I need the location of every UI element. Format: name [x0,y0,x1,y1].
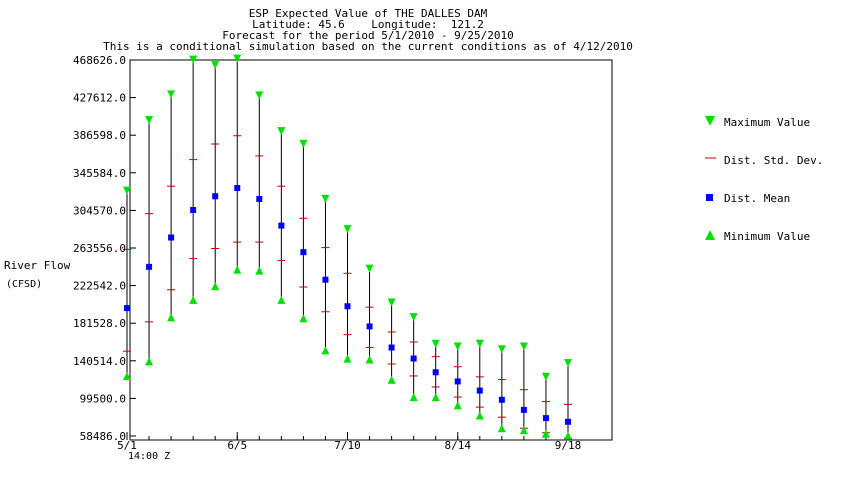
min-point [564,431,572,440]
mean-point [520,406,527,413]
max-point [519,342,528,351]
legend-max-label: Maximum Value [724,116,810,129]
mean-point [190,207,197,214]
y-tick-label: 386598.0 [73,129,126,142]
chart-period: Forecast for the period 5/1/2010 - 9/25/… [222,29,513,42]
min-point [497,424,506,433]
max-point [343,225,352,234]
min-point [277,295,286,304]
mean-point [168,234,175,241]
min-point [299,314,308,323]
y-tick-label: 99500.0 [80,392,126,405]
max-point [387,298,396,307]
max-point [475,339,484,348]
chart-coords: Latitude: 45.6 Longitude: 121.2 [252,18,484,31]
min-point [167,313,176,322]
legend-mean-label: Dist. Mean [724,192,790,205]
plot-area [129,59,613,441]
max-point [321,194,330,203]
mean-point [278,222,285,229]
mean-point [366,323,373,330]
min-point [123,372,131,381]
min-point [233,265,242,274]
min-point [519,426,528,435]
mean-point [322,276,329,283]
x-tick-label: 8/14 [445,439,472,452]
min-point [475,411,484,420]
chart-title: ESP Expected Value of THE DALLES DAM [249,7,488,20]
chart-note: This is a conditional simulation based o… [103,40,633,53]
mean-point [498,396,505,403]
mean-point [300,249,307,256]
legend-min-marker [705,230,715,240]
min-point [365,355,374,364]
max-point [409,313,418,322]
min-point [343,354,352,363]
legend: Maximum Value Dist. Std. Dev. Dist. Mean… [705,116,823,243]
x-tick-label: 6/5 [227,439,247,452]
chart-marks [123,54,572,440]
min-point [321,346,330,355]
mean-point [124,305,130,312]
min-point [211,282,220,291]
max-point [431,339,440,348]
min-point [255,266,264,275]
mean-point [542,415,549,422]
y-axis-label: River Flow [4,259,71,272]
x-tick-label: 5/1 [117,439,137,452]
min-point [387,375,396,384]
min-point [409,393,418,402]
max-point [453,342,462,351]
max-point [497,345,506,354]
mean-point [146,263,153,270]
min-point [541,429,550,438]
y-tick-label: 58486.0 [80,430,126,443]
mean-point [388,344,395,351]
x-axis-note: 14:00 Z [128,451,170,462]
mean-point [234,185,241,192]
y-tick-label: 263556.0 [73,242,126,255]
mean-point [565,418,571,425]
max-point [255,91,264,100]
max-point [365,264,374,273]
max-point [277,127,286,136]
legend-mean-marker [706,194,713,201]
x-tick-label: 9/18 [555,439,582,452]
legend-max-marker [705,116,715,126]
max-point [233,54,242,63]
legend-min-label: Minimum Value [724,230,810,243]
x-axis-ticks: 5/1 6/5 7/10 8/14 9/18 [117,432,581,452]
y-tick-label: 427612.0 [73,92,126,105]
max-point [189,55,198,64]
max-point [299,139,308,148]
mean-point [476,387,483,394]
mean-point [256,196,263,203]
max-point [541,372,550,381]
min-point [145,357,154,366]
y-tick-label: 304570.0 [73,204,126,217]
min-point [189,295,198,304]
x-tick-label: 7/10 [334,439,361,452]
y-axis-unit: (CFSD) [6,279,42,290]
mean-point [212,193,219,200]
y-axis-ticks: 468626.0 427612.0 386598.0 345584.0 304570.0… [73,54,136,443]
y-tick-label: 140514.0 [73,355,126,368]
min-point [431,393,440,402]
legend-std-label: Dist. Std. Dev. [724,154,823,167]
y-tick-label: 468626.0 [73,54,126,67]
mean-point [454,378,461,385]
y-tick-label: 345584.0 [73,167,126,180]
max-point [145,116,154,125]
mean-point [344,303,351,310]
y-tick-label: 222542.0 [73,280,126,293]
mean-point [410,355,417,362]
max-point [564,359,572,368]
max-point [211,61,220,70]
max-point [123,186,131,195]
y-tick-label: 181528.0 [73,317,126,330]
mean-point [432,369,439,376]
min-point [453,401,462,410]
max-point [167,90,176,99]
